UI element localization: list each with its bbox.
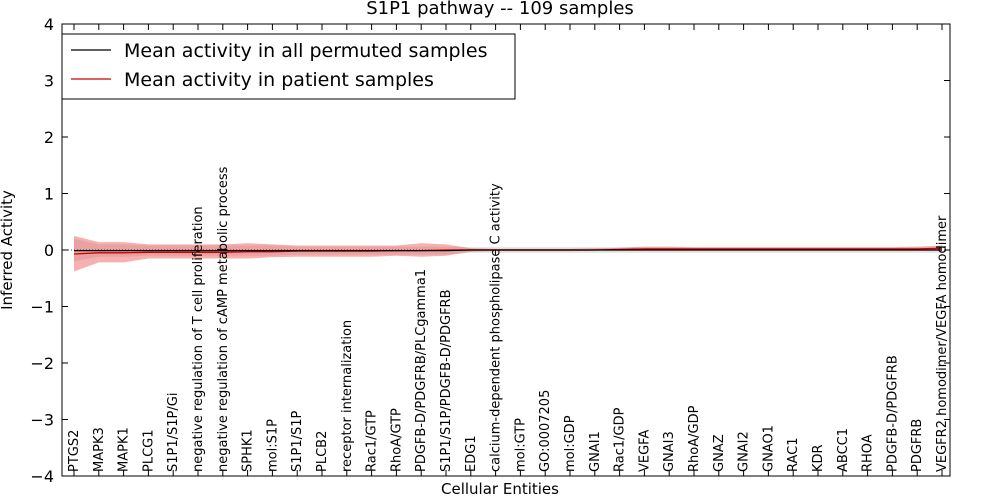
y-axis-ticks: 4 3 2 1 0 −1 −2 −3 −4 [30,15,950,486]
x-tick-label: negative regulation of T cell proliferat… [191,206,206,472]
legend-label-patient: Mean activity in patient samples [124,69,434,91]
x-tick-label: GNAI1 [588,431,603,472]
x-tick-label: VEGFR2 homodimer/VEGFA homodimer [935,215,950,472]
y-tick-label: −1 [30,298,54,317]
x-tick-labels: PTGS2 MAPK3 MAPK1 PLCG1 S1P1/S1P/Gi negative … [67,24,950,476]
x-tick-label: Rac1/GDP [613,407,628,472]
x-tick-label: S1P1/S1P/PDGFB-D/PDGFRB [439,289,454,472]
y-tick-label: −2 [30,354,54,373]
x-tick-label: S1P1/S1P [290,410,305,472]
x-tick-label: ABCC1 [836,428,851,472]
legend-box [61,33,516,100]
x-tick-label: GNAI3 [662,431,677,472]
x-tick-label: PLCG1 [141,429,156,472]
x-tick-label: MAPK1 [117,427,132,472]
x-tick-label: PDGFB-D/PDGFRB [885,355,900,472]
x-tick-label: receptor internalization [340,320,355,472]
x-tick-label: GNAI2 [737,431,752,472]
y-tick-label: 0 [44,241,54,260]
x-tick-label: KDR [811,444,826,472]
x-tick-label: mol:S1P [265,419,280,472]
x-tick-label: EDG1 [464,435,479,472]
y-tick-label: −3 [30,411,54,430]
y-axis-label: Inferred Activity [0,190,16,310]
series-lines [73,247,943,255]
x-tick-label: PDGFRB [910,419,925,472]
permuted-samples-line [74,249,942,252]
x-tick-label: calcium-dependent phospholipase C activi… [489,183,504,472]
x-tick-label: mol:GTP [513,418,528,472]
x-tick-label: PLCB2 [315,431,330,472]
x-tick-label: GNAO1 [761,425,776,472]
x-axis-label: Cellular Entities [441,480,559,498]
x-tick-label: RAC1 [786,437,801,472]
legend: Mean activity in all permuted samples Me… [61,33,516,100]
x-tick-label: negative regulation of cAMP metabolic pr… [216,166,231,472]
x-tick-label: RhoA/GDP [687,405,702,472]
patient-samples-band [74,235,942,272]
x-tick-label: VEGFA [637,430,652,472]
chart-title: S1P1 pathway -- 109 samples [366,0,634,19]
x-tick-label: RHOA [861,434,876,472]
y-tick-label: 2 [44,128,54,147]
x-tick-label: RhoA/GTP [389,408,404,472]
x-tick-label: MAPK3 [92,427,107,472]
y-tick-label: 3 [44,72,54,91]
x-tick-label: S1P1/S1P/Gi [166,393,181,472]
y-tick-label: 1 [44,185,54,204]
x-tick-label: SPHK1 [241,429,256,472]
x-tick-label: GNAZ [712,434,727,472]
y-tick-label: 4 [44,15,54,34]
x-tick-label: GO:0007205 [538,390,553,472]
x-tick-label: Rac1/GTP [365,410,380,472]
legend-label-permuted: Mean activity in all permuted samples [124,40,487,62]
x-tick-label: PDGFB-D/PDGFRB/PLCgamma1 [414,269,429,472]
x-tick-label: mol:GDP [563,415,578,472]
x-tick-label: PTGS2 [67,430,82,472]
y-tick-label: −4 [30,467,54,486]
